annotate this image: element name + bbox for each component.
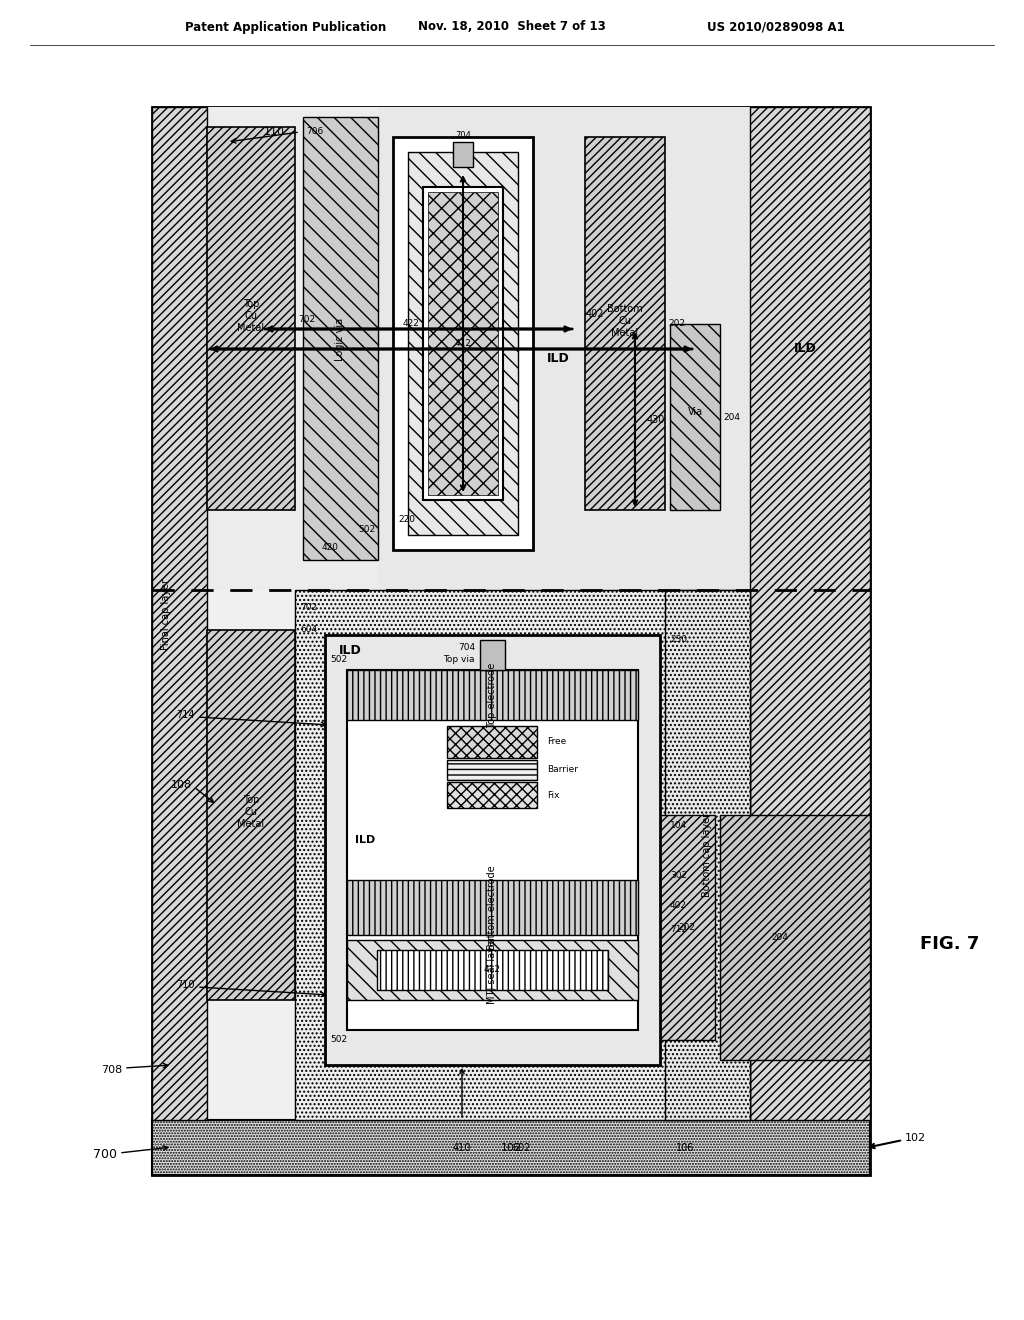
Text: 706: 706 [306, 128, 324, 136]
Text: Bottom electrode: Bottom electrode [487, 866, 497, 950]
Bar [207, 630, 295, 1001]
Text: 220: 220 [398, 516, 415, 524]
Text: Patent Application Publication: Patent Application Publication [185, 21, 386, 33]
Bar [423, 187, 503, 500]
Bar [447, 760, 537, 780]
Text: 412: 412 [483, 965, 501, 974]
Bar [660, 814, 715, 1040]
Text: 420: 420 [322, 544, 339, 553]
Text: Via: Via [687, 407, 702, 417]
Bar [347, 940, 638, 1001]
Text: 502: 502 [330, 656, 347, 664]
Text: 230: 230 [670, 635, 687, 644]
Text: US 2010/0289098 A1: US 2010/0289098 A1 [708, 21, 845, 33]
Text: Top via: Top via [443, 656, 475, 664]
Text: 204: 204 [771, 933, 788, 942]
Text: 602: 602 [513, 1143, 531, 1152]
Text: Logic via: Logic via [335, 317, 345, 360]
Bar [428, 191, 498, 495]
Text: 712: 712 [670, 925, 687, 935]
Bar [207, 107, 750, 590]
Text: Top: Top [243, 300, 259, 309]
Text: Bottom: Bottom [607, 304, 643, 314]
Text: Metal: Metal [238, 323, 264, 333]
Text: Free: Free [547, 738, 566, 747]
Bar [347, 880, 638, 935]
Bar [447, 726, 537, 758]
Text: 502: 502 [330, 1035, 347, 1044]
Text: 604: 604 [300, 626, 317, 635]
Text: 106: 106 [676, 1143, 694, 1152]
Bar [152, 107, 207, 1119]
Bar [585, 137, 665, 510]
Text: 704: 704 [455, 131, 471, 140]
Text: ILD: ILD [339, 644, 361, 656]
Text: 104: 104 [670, 821, 687, 829]
Text: Final cap layer: Final cap layer [161, 578, 171, 649]
Text: 102: 102 [501, 1143, 521, 1152]
Bar [152, 1119, 870, 1175]
Bar [480, 640, 505, 671]
Bar [152, 107, 870, 1175]
Bar [447, 781, 537, 808]
Text: 108: 108 [171, 780, 193, 789]
Bar [665, 590, 750, 1119]
Bar [295, 590, 750, 1119]
Text: 708: 708 [100, 1065, 122, 1074]
Text: 714: 714 [176, 710, 195, 719]
Text: 402: 402 [586, 309, 604, 319]
Bar [152, 107, 870, 1175]
Text: 422: 422 [403, 319, 420, 329]
Text: 202: 202 [679, 924, 695, 932]
Bar [347, 671, 638, 1030]
Text: 702: 702 [298, 314, 315, 323]
Text: 430: 430 [647, 414, 666, 425]
Text: Bottom cap layer: Bottom cap layer [702, 813, 712, 898]
Text: MTJ seal layer: MTJ seal layer [487, 936, 497, 1005]
Text: ILD: ILD [547, 352, 569, 366]
Text: 702: 702 [300, 603, 317, 612]
Bar [207, 590, 750, 1119]
Text: Fix: Fix [547, 791, 559, 800]
Text: Top electrode: Top electrode [487, 663, 497, 727]
Text: Cu: Cu [245, 312, 257, 321]
Text: Nov. 18, 2010  Sheet 7 of 13: Nov. 18, 2010 Sheet 7 of 13 [418, 21, 606, 33]
Text: Barrier: Barrier [547, 766, 578, 775]
Bar [325, 635, 660, 1065]
Bar [377, 950, 608, 990]
Text: Metal: Metal [611, 327, 639, 338]
Bar [453, 143, 473, 168]
Text: 302: 302 [670, 870, 687, 879]
Text: Cu: Cu [618, 315, 632, 326]
Text: Top: Top [243, 795, 259, 805]
Bar [750, 107, 870, 1119]
Bar [720, 814, 870, 1060]
Text: 710: 710 [176, 979, 195, 990]
Text: 102: 102 [905, 1133, 926, 1143]
Text: 110: 110 [264, 127, 285, 137]
Bar [207, 127, 295, 510]
Text: 700: 700 [93, 1148, 117, 1162]
Bar [303, 117, 378, 560]
Text: 412: 412 [455, 339, 471, 348]
Bar [408, 152, 518, 535]
Text: 402: 402 [670, 900, 687, 909]
Text: Metal: Metal [238, 818, 264, 829]
Bar [378, 107, 750, 590]
Text: 204: 204 [723, 412, 740, 421]
Text: ILD: ILD [355, 836, 375, 845]
Text: ILD: ILD [794, 342, 816, 355]
Bar [670, 323, 720, 510]
Bar [347, 671, 638, 719]
Text: FIG. 7: FIG. 7 [920, 935, 979, 953]
Text: Cu: Cu [245, 807, 257, 817]
Text: 410: 410 [453, 1143, 471, 1152]
Text: 502: 502 [357, 525, 375, 535]
Text: 202: 202 [668, 319, 685, 329]
Bar [393, 137, 534, 550]
Text: 704: 704 [458, 643, 475, 652]
